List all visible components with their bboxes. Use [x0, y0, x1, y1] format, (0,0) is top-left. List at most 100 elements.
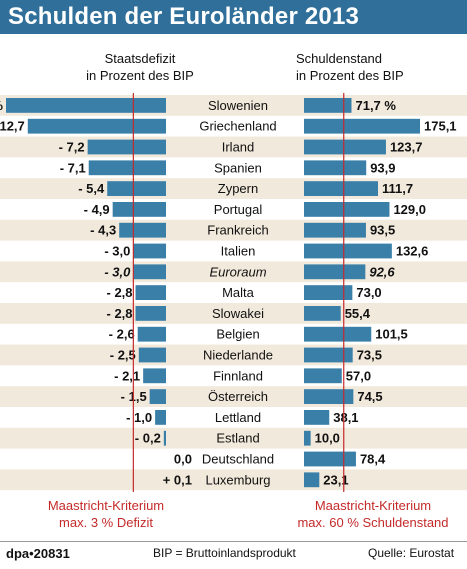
- deficit-value-label: - 0,2: [135, 431, 161, 446]
- debt-value-label: 57,0: [346, 368, 371, 383]
- deficit-criterion-line2: max. 3 % Defizit: [59, 515, 153, 530]
- debt-bar: [304, 285, 353, 300]
- country-label: Belgien: [216, 327, 259, 342]
- debt-bar: [304, 243, 392, 259]
- country-label: Slowenien: [208, 98, 268, 113]
- country-label: Italien: [221, 244, 256, 259]
- debt-value-label: 175,1: [424, 119, 457, 134]
- deficit-bar: [119, 222, 166, 238]
- debt-bar: [304, 430, 311, 446]
- deficit-bar: [149, 389, 166, 404]
- country-label: Griechenland: [199, 119, 276, 134]
- deficit-value-label: - 2,6: [109, 327, 135, 342]
- deficit-bar: [133, 264, 166, 280]
- debt-value-label: 38,1: [333, 410, 358, 425]
- country-label: Spanien: [214, 160, 262, 175]
- debt-criterion-line2: max. 60 % Schuldenstand: [297, 515, 449, 530]
- deficit-value-label: - 1,0: [126, 410, 152, 425]
- debt-bar: [304, 306, 341, 321]
- deficit-subtitle: Staatsdefizit in Prozent des BIP: [40, 50, 240, 84]
- deficit-value-label: - 5,4: [78, 181, 105, 196]
- debt-bar: [304, 98, 352, 113]
- debt-subtitle-line2: in Prozent des BIP: [296, 68, 404, 83]
- deficit-subtitle-line1: Staatsdefizit: [104, 51, 176, 66]
- debt-bar: [304, 451, 356, 467]
- debt-value-label: 101,5: [375, 327, 408, 342]
- debt-value-label: 55,4: [345, 306, 371, 321]
- debt-value-label: 123,7: [390, 140, 423, 155]
- country-label: Estland: [216, 431, 259, 446]
- deficit-value-label: - 3,0: [104, 244, 130, 259]
- deficit-bar: [107, 181, 166, 196]
- debt-bar: [304, 160, 367, 176]
- country-label: Malta: [222, 285, 255, 300]
- deficit-bar: [6, 98, 166, 113]
- deficit-value-label: - 2,1: [114, 368, 140, 383]
- deficit-value-label: - 2,5: [110, 348, 136, 363]
- debt-value-label: 92,6: [369, 264, 395, 279]
- debt-value-label: 74,5: [357, 389, 382, 404]
- debt-value-label: 23,1: [323, 472, 348, 487]
- deficit-bar: [88, 160, 166, 176]
- debt-value-label: 73,5: [357, 348, 382, 363]
- chart-title: Schulden der Euroländer 2013: [8, 3, 360, 30]
- deficit-value-label: - 2,8: [107, 285, 133, 300]
- deficit-value-label: - 7,2: [59, 140, 85, 155]
- row-band: [0, 469, 467, 491]
- country-label: Deutschland: [202, 452, 274, 467]
- deficit-value-label: -14,7 %: [0, 98, 3, 113]
- debt-bar: [304, 389, 354, 404]
- row-band: [0, 303, 467, 324]
- debt-value-label: 132,6: [396, 244, 429, 259]
- deficit-subtitle-line2: in Prozent des BIP: [86, 68, 194, 83]
- country-label: Portugal: [214, 202, 263, 217]
- agency-credit: dpa•20831: [6, 546, 70, 561]
- debt-bar: [304, 326, 372, 342]
- debt-bar: [304, 181, 378, 196]
- debt-criterion-line1: Maastricht-Kriterium: [314, 498, 432, 513]
- abbreviation-note: BIP = Bruttoinlandsprodukt: [153, 546, 296, 560]
- country-label: Zypern: [218, 181, 258, 196]
- deficit-bar: [112, 202, 166, 217]
- country-label: Lettland: [215, 410, 261, 425]
- country-label: Euroraum: [209, 264, 266, 279]
- debt-value-label: 93,5: [370, 223, 395, 238]
- deficit-bar: [87, 139, 166, 155]
- debt-bar: [304, 368, 342, 384]
- deficit-bar: [135, 285, 166, 300]
- deficit-bar: [133, 243, 166, 259]
- debt-bar: [304, 118, 420, 134]
- deficit-bar: [143, 368, 166, 384]
- debt-bar: [304, 347, 353, 363]
- country-label: Slowakei: [212, 306, 264, 321]
- country-label: Österreich: [208, 389, 268, 404]
- country-label: Luxemburg: [205, 472, 270, 487]
- debt-subtitle: Schuldenstand in Prozent des BIP: [296, 50, 466, 84]
- deficit-value-label: - 12,7: [0, 119, 25, 134]
- deficit-value-label: - 3,0: [104, 264, 131, 279]
- deficit-bar: [137, 326, 166, 342]
- debt-bar: [304, 472, 320, 488]
- debt-value-label: 78,4: [360, 452, 386, 467]
- debt-value-label: 73,0: [356, 285, 381, 300]
- debt-bar: [304, 264, 366, 280]
- row-band: [0, 427, 467, 449]
- footer-divider: [0, 541, 467, 542]
- debt-value-label: 10,0: [315, 431, 340, 446]
- deficit-bar: [155, 410, 166, 425]
- source-note: Quelle: Eurostat: [368, 546, 455, 560]
- deficit-bar: [138, 347, 166, 363]
- deficit-bar: [27, 118, 166, 134]
- deficit-value-label: - 4,3: [90, 223, 116, 238]
- deficit-criterion-note: Maastricht-Kriterium max. 3 % Defizit: [18, 497, 194, 531]
- debt-value-label: 129,0: [393, 202, 426, 217]
- debt-subtitle-line1: Schuldenstand: [296, 51, 383, 66]
- deficit-bar: [135, 306, 166, 321]
- debt-value-label: 71,7 %: [355, 98, 396, 113]
- debt-bar: [304, 222, 366, 238]
- deficit-value-label: - 2,8: [107, 306, 133, 321]
- deficit-value-label: - 4,9: [84, 202, 110, 217]
- country-label: Irland: [222, 140, 255, 155]
- header-bar: Schulden der Euroländer 2013: [0, 0, 467, 34]
